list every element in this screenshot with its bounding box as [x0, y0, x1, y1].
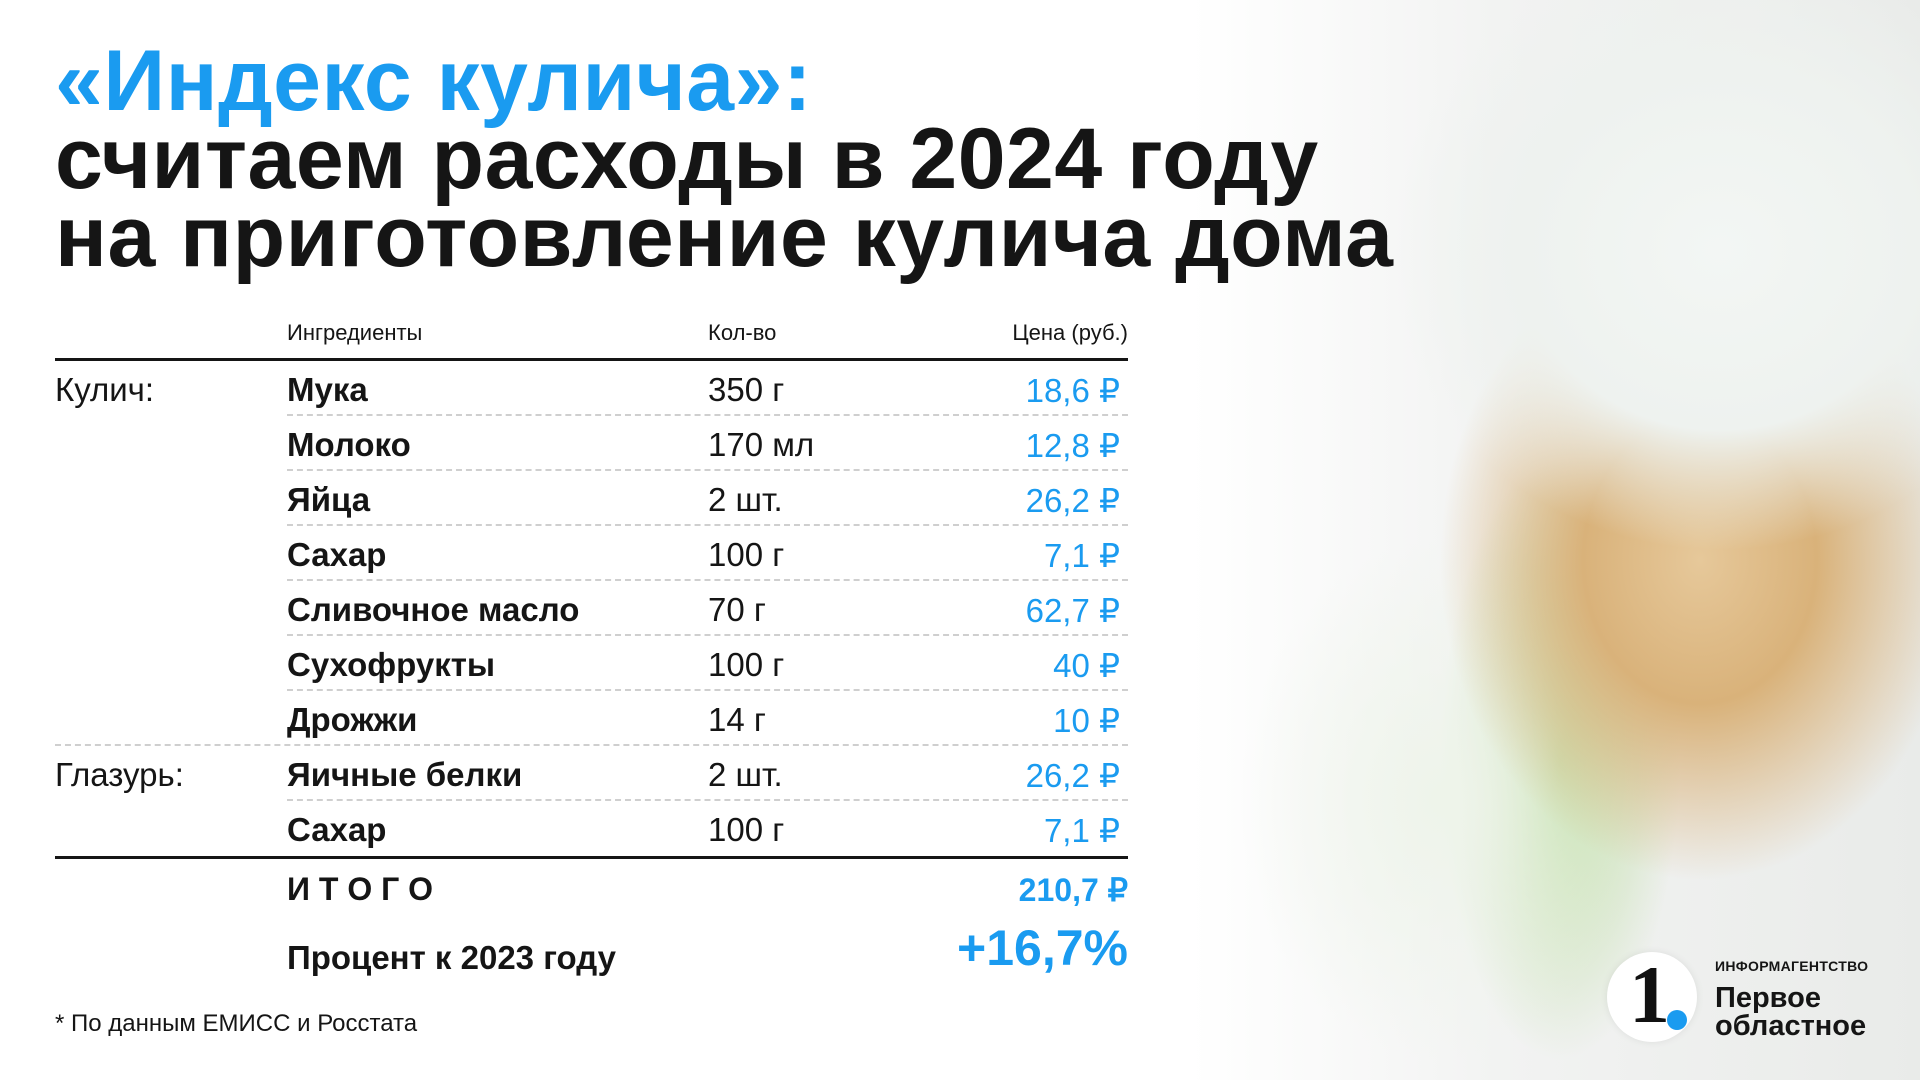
row-divider	[287, 634, 1128, 636]
title-line-1: «Индекс кулича»:	[55, 33, 813, 129]
ingredient-price: 62,7 ₽	[1025, 592, 1120, 629]
ingredient-price: 40 ₽	[1053, 647, 1120, 684]
title-line-2: считаем расходы в 2024 году	[55, 111, 1319, 207]
table-row: Сахар 100 г 7,1 ₽	[55, 526, 1128, 581]
row-divider	[287, 524, 1128, 526]
percent-label: Процент к 2023 году	[287, 939, 616, 976]
ingredient-name: Сухофрукты	[287, 646, 496, 683]
ingredient-name: Мука	[287, 371, 368, 408]
ingredient-name: Сахар	[287, 811, 387, 848]
brand-name: ИНФОРМАГЕНТСТВО Первое областное	[1715, 958, 1869, 1042]
logo-digit: 1	[1629, 949, 1670, 1040]
brand-small: ИНФОРМАГЕНТСТВО	[1715, 958, 1869, 974]
table-row: Яйца 2 шт. 26,2 ₽	[55, 471, 1128, 526]
percent-value: +16,7%	[957, 920, 1128, 976]
title-line-3: на приготовление кулича дома	[55, 189, 1394, 285]
ingredient-price: 26,2 ₽	[1025, 482, 1120, 519]
row-divider	[287, 414, 1128, 416]
divider	[55, 358, 1128, 361]
ingredient-price: 12,8 ₽	[1025, 427, 1120, 464]
footnote: * По данным ЕМИСС и Росстата	[55, 1010, 418, 1037]
ingredient-quantity: 350 г	[708, 371, 785, 408]
ingredient-price: 26,2 ₽	[1025, 757, 1120, 794]
ingredient-price: 18,6 ₽	[1025, 372, 1120, 409]
ingredient-name: Сливочное масло	[287, 591, 580, 628]
row-divider	[55, 744, 1128, 746]
total-label: И Т О Г О	[287, 871, 434, 907]
ingredient-name: Яичные белки	[287, 756, 523, 793]
row-divider	[287, 799, 1128, 801]
group-label: Глазурь:	[55, 756, 184, 793]
header-ingredients: Ингредиенты	[287, 320, 423, 345]
table-row: Глазурь: Яичные белки 2 шт. 26,2 ₽	[55, 746, 1128, 801]
ingredient-name: Сахар	[287, 536, 387, 573]
ingredients-table: Ингредиенты Кол-во Цена (руб.) Кулич: Мук…	[55, 310, 1128, 989]
divider	[55, 856, 1128, 859]
table-row: Сливочное масло 70 г 62,7 ₽	[55, 581, 1128, 636]
ingredient-quantity: 100 г	[708, 536, 785, 573]
header-quantity: Кол-во	[708, 320, 777, 345]
table-row: Молоко 170 мл 12,8 ₽	[55, 416, 1128, 471]
ingredient-price: 7,1 ₽	[1043, 537, 1120, 574]
ingredient-name: Дрожжи	[287, 701, 418, 738]
ingredient-price: 7,1 ₽	[1043, 812, 1120, 849]
total-value: 210,7 ₽	[1018, 872, 1128, 908]
brand-logo: 1	[1607, 952, 1697, 1042]
ingredient-name: Молоко	[287, 426, 411, 463]
ingredient-quantity: 100 г	[708, 811, 785, 848]
table-row: Дрожжи 14 г 10 ₽	[55, 691, 1128, 746]
ingredient-name: Яйца	[287, 481, 371, 518]
row-divider	[287, 579, 1128, 581]
header-price: Цена (руб.)	[1012, 320, 1128, 345]
total-row: И Т О Г О 210,7 ₽	[55, 859, 1128, 919]
table-row: Сухофрукты 100 г 40 ₽	[55, 636, 1128, 691]
brand-line-2: областное	[1715, 1010, 1867, 1042]
logo-dot	[1667, 1010, 1687, 1030]
brand-line-1: Первое	[1715, 982, 1821, 1014]
ingredient-price: 10 ₽	[1053, 702, 1120, 739]
ingredient-quantity: 14 г	[708, 701, 766, 738]
ingredient-quantity: 2 шт.	[708, 756, 783, 793]
ingredient-quantity: 70 г	[708, 591, 766, 628]
group-label: Кулич:	[55, 371, 155, 408]
ingredient-quantity: 170 мл	[708, 426, 815, 463]
table-header: Ингредиенты Кол-во Цена (руб.)	[55, 310, 1128, 358]
ingredient-quantity: 2 шт.	[708, 481, 783, 518]
table-row: Кулич: Мука 350 г 18,6 ₽	[55, 361, 1128, 416]
row-divider	[287, 689, 1128, 691]
row-divider	[287, 469, 1128, 471]
table-row: Сахар 100 г 7,1 ₽	[55, 801, 1128, 856]
percent-row: Процент к 2023 году +16,7%	[55, 919, 1128, 989]
page-title: «Индекс кулича»: считаем расходы в 2024 …	[55, 33, 1394, 285]
ingredient-quantity: 100 г	[708, 646, 785, 683]
